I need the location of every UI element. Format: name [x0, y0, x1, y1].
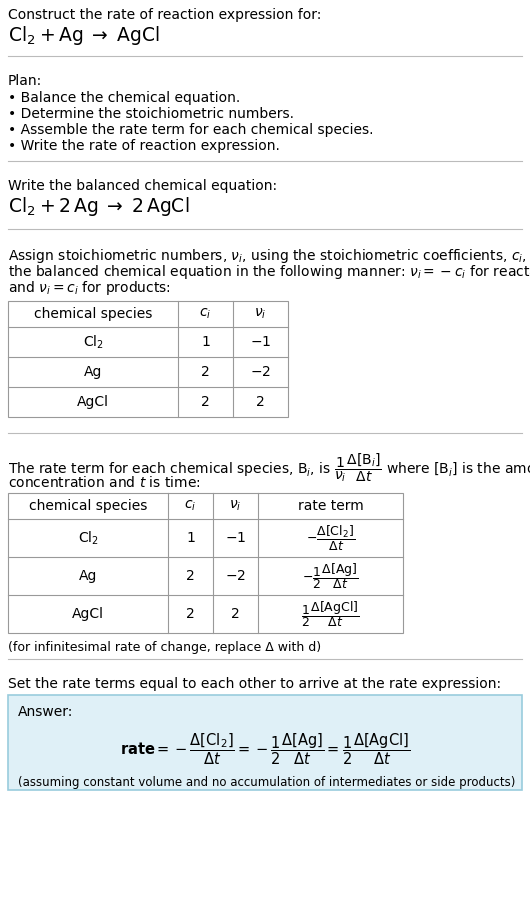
- Text: $c_i$: $c_i$: [184, 499, 197, 513]
- Text: chemical species: chemical species: [34, 307, 152, 321]
- Text: AgCl: AgCl: [77, 395, 109, 409]
- Text: 2: 2: [256, 395, 265, 409]
- Text: (for infinitesimal rate of change, replace Δ with d): (for infinitesimal rate of change, repla…: [8, 641, 321, 654]
- Text: $-\dfrac{\Delta[\mathrm{Cl_2}]}{\Delta t}$: $-\dfrac{\Delta[\mathrm{Cl_2}]}{\Delta t…: [306, 524, 355, 553]
- Text: concentration and $t$ is time:: concentration and $t$ is time:: [8, 475, 201, 490]
- Text: AgCl: AgCl: [72, 607, 104, 621]
- Text: $-1$: $-1$: [250, 335, 271, 349]
- Text: $\dfrac{1}{2}\dfrac{\Delta[\mathrm{AgCl}]}{\Delta t}$: $\dfrac{1}{2}\dfrac{\Delta[\mathrm{AgCl}…: [301, 599, 360, 629]
- Text: 2: 2: [186, 569, 195, 583]
- Text: Plan:: Plan:: [8, 74, 42, 88]
- Text: $\mathrm{Cl_2}$: $\mathrm{Cl_2}$: [77, 529, 99, 546]
- Bar: [8, 493, 403, 633]
- Text: 1: 1: [201, 335, 210, 349]
- Text: Write the balanced chemical equation:: Write the balanced chemical equation:: [8, 179, 277, 193]
- Text: rate term: rate term: [298, 499, 364, 513]
- Text: The rate term for each chemical species, $\mathrm{B}_i$, is $\dfrac{1}{\nu_i}\df: The rate term for each chemical species,…: [8, 451, 530, 484]
- Text: $\nu_i$: $\nu_i$: [229, 499, 242, 513]
- Text: Ag: Ag: [79, 569, 97, 583]
- Text: • Balance the chemical equation.: • Balance the chemical equation.: [8, 91, 240, 105]
- Text: $-2$: $-2$: [250, 365, 271, 379]
- Text: Assign stoichiometric numbers, $\nu_i$, using the stoichiometric coefficients, $: Assign stoichiometric numbers, $\nu_i$, …: [8, 247, 530, 265]
- Text: 2: 2: [231, 607, 240, 621]
- Text: • Write the rate of reaction expression.: • Write the rate of reaction expression.: [8, 139, 280, 153]
- Text: $\mathrm{Cl_2 + 2\,Ag \;\rightarrow\; 2\,AgCl}$: $\mathrm{Cl_2 + 2\,Ag \;\rightarrow\; 2\…: [8, 195, 189, 218]
- Text: 2: 2: [186, 607, 195, 621]
- Text: Ag: Ag: [84, 365, 102, 379]
- Text: $\nu_i$: $\nu_i$: [254, 307, 267, 322]
- Text: • Assemble the rate term for each chemical species.: • Assemble the rate term for each chemic…: [8, 123, 374, 137]
- Text: and $\nu_i = c_i$ for products:: and $\nu_i = c_i$ for products:: [8, 279, 171, 297]
- Text: $\mathrm{Cl_2}$: $\mathrm{Cl_2}$: [83, 333, 103, 351]
- Text: 1: 1: [186, 531, 195, 545]
- Text: the balanced chemical equation in the following manner: $\nu_i = -c_i$ for react: the balanced chemical equation in the fo…: [8, 263, 530, 281]
- Text: $-1$: $-1$: [225, 531, 246, 545]
- Text: $-2$: $-2$: [225, 569, 246, 583]
- Text: (assuming constant volume and no accumulation of intermediates or side products): (assuming constant volume and no accumul…: [18, 776, 515, 789]
- Text: $-\dfrac{1}{2}\dfrac{\Delta[\mathrm{Ag}]}{\Delta t}$: $-\dfrac{1}{2}\dfrac{\Delta[\mathrm{Ag}]…: [302, 561, 359, 591]
- Text: $\mathrm{Cl_2 + Ag \;\rightarrow\; AgCl}$: $\mathrm{Cl_2 + Ag \;\rightarrow\; AgCl}…: [8, 24, 160, 47]
- Text: Construct the rate of reaction expression for:: Construct the rate of reaction expressio…: [8, 8, 321, 22]
- Bar: [8, 301, 288, 417]
- Text: 2: 2: [201, 365, 210, 379]
- Text: Answer:: Answer:: [18, 705, 73, 719]
- Text: • Determine the stoichiometric numbers.: • Determine the stoichiometric numbers.: [8, 107, 294, 121]
- Text: $\mathbf{rate} = -\dfrac{\Delta[\mathrm{Cl_2}]}{\Delta t} = -\dfrac{1}{2}\dfrac{: $\mathbf{rate} = -\dfrac{\Delta[\mathrm{…: [120, 731, 410, 766]
- Text: 2: 2: [201, 395, 210, 409]
- Text: $c_i$: $c_i$: [199, 307, 211, 322]
- Text: Set the rate terms equal to each other to arrive at the rate expression:: Set the rate terms equal to each other t…: [8, 677, 501, 691]
- Text: chemical species: chemical species: [29, 499, 147, 513]
- FancyBboxPatch shape: [8, 695, 522, 790]
